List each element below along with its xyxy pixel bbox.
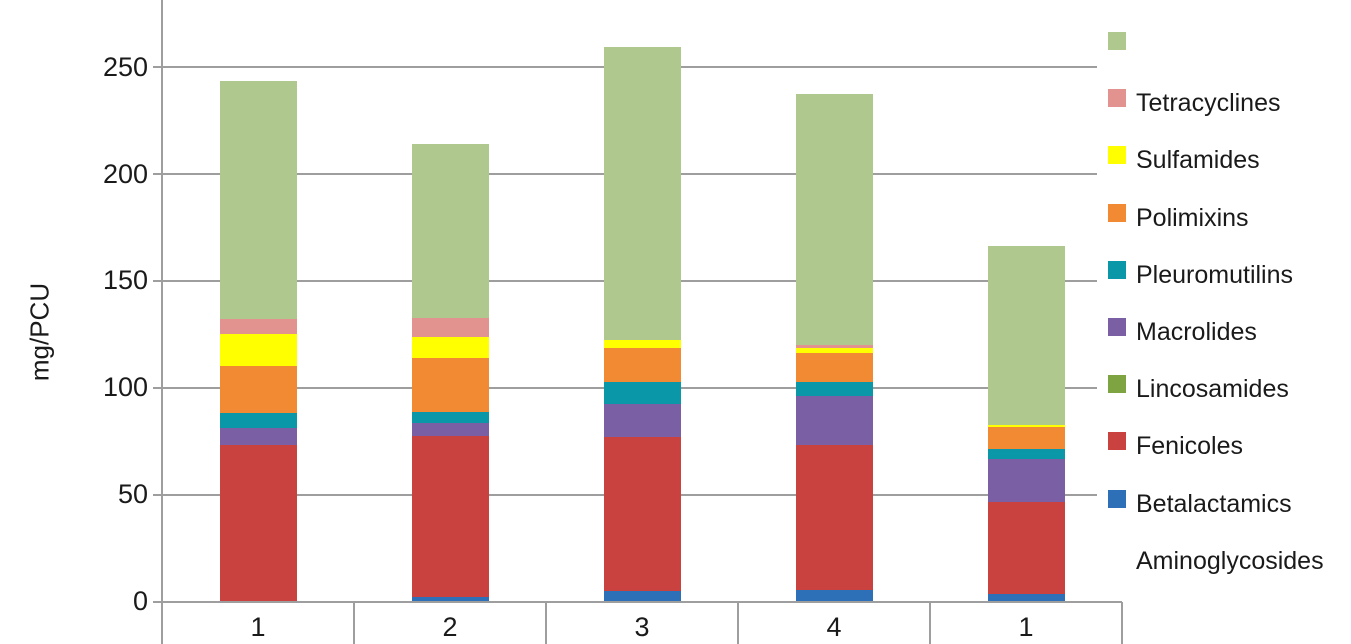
x-tick-label: 3: [634, 612, 650, 642]
legend-swatch-icon: [1108, 32, 1126, 50]
bar-segment: [411, 337, 489, 359]
bar-segment: [795, 381, 873, 396]
bar-segment: [987, 424, 1065, 427]
bar-segment: [795, 94, 873, 345]
bar-segment: [411, 411, 489, 423]
y-axis-line: [161, 0, 163, 644]
y-tick-label: 200: [102, 158, 148, 189]
bar-segment: [987, 426, 1065, 450]
legend-label: Betalactamics: [1136, 489, 1292, 518]
category-separator: [737, 602, 739, 644]
bar-segment: [411, 143, 489, 318]
y-tick-label: 150: [102, 265, 148, 296]
bar-segment: [603, 340, 681, 348]
x-axis-line: [153, 600, 1122, 603]
bar-segment: [219, 318, 297, 334]
bar-segment: [987, 246, 1065, 425]
legend-label: Sulfamides: [1136, 146, 1260, 175]
bar-segment: [219, 80, 297, 319]
bar-segment: [411, 596, 489, 601]
bar-segment: [795, 444, 873, 591]
bar-segment: [795, 344, 873, 348]
legend-label: Tetracyclines: [1136, 89, 1281, 118]
bar-segment: [603, 404, 681, 438]
bar-segment: [603, 437, 681, 592]
legend-label: Lincosamides: [1136, 375, 1289, 404]
y-tick-label: 50: [117, 479, 148, 510]
bar-segment: [603, 381, 681, 405]
bar-segment: [219, 427, 297, 445]
x-tick-label: 1: [250, 612, 266, 642]
bar-segment: [987, 458, 1065, 502]
x-tick-label: 1: [1018, 612, 1034, 642]
legend-label: Pleuromutilins: [1136, 260, 1294, 289]
bar-segment: [219, 333, 297, 366]
bar-segment: [219, 365, 297, 413]
legend-swatch-icon: [1108, 432, 1126, 451]
legend-label: Aminoglycosides: [1136, 546, 1324, 575]
bar-segment: [603, 47, 681, 341]
category-separator: [1121, 602, 1123, 644]
legend-swatch-icon: [1108, 260, 1126, 279]
bar-segment: [795, 395, 873, 445]
legend-swatch-icon: [1108, 318, 1126, 336]
bar-segment: [411, 436, 489, 597]
category-separator: [545, 602, 547, 644]
legend-swatch-icon: [1108, 489, 1126, 508]
y-axis-title: mg/PCU: [24, 282, 55, 382]
y-tick-label: 0: [132, 586, 148, 616]
bar-segment: [795, 590, 873, 601]
bar-segment: [411, 317, 489, 338]
bar-segment: [795, 347, 873, 354]
legend-label: Fenicoles: [1136, 432, 1243, 461]
bar-segment: [219, 444, 297, 601]
legend-label: Macrolides: [1136, 318, 1257, 346]
legend-swatch-icon: [1108, 375, 1126, 394]
bar-segment: [219, 412, 297, 428]
legend-label: Polimixins: [1136, 203, 1249, 232]
bar-segment: [795, 353, 873, 382]
y-tick-label: 100: [102, 372, 148, 403]
bar-segment: [603, 591, 681, 601]
category-separator: [929, 602, 931, 644]
bar-segment: [987, 501, 1065, 594]
y-tick-label: 250: [102, 51, 148, 82]
category-separator: [353, 602, 355, 644]
x-tick-label: 4: [826, 612, 842, 642]
bar-segment: [411, 358, 489, 412]
bar-segment: [987, 449, 1065, 459]
bar-segment: [603, 347, 681, 382]
bar-segment: [987, 593, 1065, 601]
x-tick-label: 2: [442, 612, 458, 642]
legend-swatch-icon: [1108, 89, 1126, 108]
bar-segment: [411, 422, 489, 437]
legend-swatch-icon: [1108, 146, 1126, 165]
legend-swatch-icon: [1108, 203, 1126, 222]
